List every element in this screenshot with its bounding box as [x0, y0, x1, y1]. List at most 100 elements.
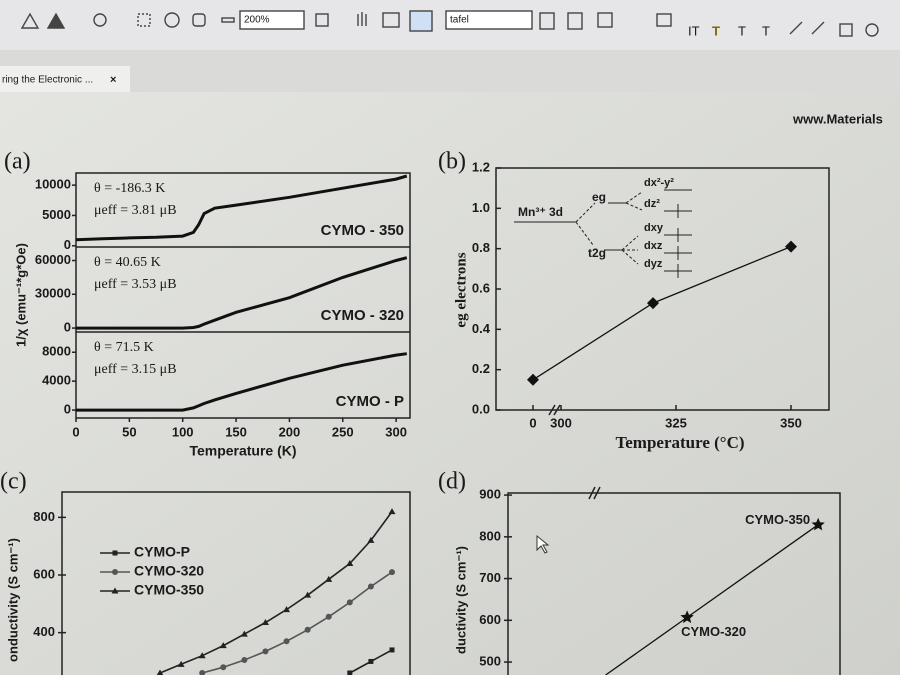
marker — [304, 626, 311, 633]
y-tick-label: 30000 — [35, 286, 71, 301]
series-group — [156, 508, 396, 675]
y-axis-label: onductivity (S cm⁻¹) — [5, 538, 20, 662]
y-tick-label: 400 — [33, 624, 55, 639]
diamond-marker — [647, 297, 659, 310]
y-tick-label: 0 — [64, 237, 71, 252]
point-label: CYMO-320 — [681, 624, 746, 639]
hand-icon[interactable] — [357, 12, 367, 26]
icon — [20, 12, 40, 29]
y-tick-label: 0 — [64, 319, 71, 334]
x-tick-label: 325 — [665, 415, 687, 430]
x-tick-label: 100 — [172, 424, 194, 439]
x-axis-label: Temperature (K) — [189, 443, 296, 459]
axis-break — [548, 404, 561, 416]
x-tick-label: 150 — [225, 424, 247, 439]
zoom-icon[interactable] — [93, 13, 107, 27]
zoom-value[interactable]: 200% — [244, 15, 270, 26]
tab-bar — [0, 50, 900, 92]
curve — [76, 352, 407, 412]
icon[interactable] — [192, 13, 206, 27]
search-box[interactable] — [445, 10, 533, 30]
tab[interactable] — [0, 66, 130, 92]
legend-marker — [112, 550, 118, 556]
panel-label: (d) — [438, 469, 466, 495]
icon[interactable] — [597, 12, 613, 28]
search-text[interactable]: tafel — [450, 15, 469, 26]
curve — [76, 256, 408, 330]
marker — [389, 647, 395, 653]
comment-icon[interactable] — [656, 13, 672, 27]
marker — [262, 648, 269, 655]
x-tick-label: 350 — [780, 415, 802, 430]
icon[interactable] — [567, 12, 583, 30]
x-axis-label: Temperature (°C) — [615, 433, 744, 452]
plot-frame — [75, 172, 411, 419]
icon[interactable] — [382, 12, 400, 28]
series-line — [201, 571, 393, 674]
ellipse-icon[interactable] — [865, 23, 879, 37]
y-axis-label: ductivity (S cm⁻¹) — [453, 546, 468, 654]
text-tool[interactable]: T — [762, 23, 770, 38]
star-marker — [680, 610, 694, 624]
marker — [219, 642, 227, 649]
text-tool[interactable]: T — [712, 23, 720, 38]
legend-marker — [111, 587, 119, 594]
text-tool[interactable]: IT — [688, 23, 700, 38]
y-tick-label: 60000 — [35, 252, 71, 267]
tab-title[interactable]: ring the Electronic ... — [2, 75, 93, 86]
split-lines — [621, 191, 643, 265]
star-marker — [811, 517, 825, 531]
marker — [389, 569, 395, 576]
marker — [304, 591, 312, 598]
y-tick-label: 0.6 — [472, 280, 490, 295]
marker — [220, 664, 227, 671]
annotation: μeff = 3.81 μB — [94, 203, 177, 218]
toolbar-icons — [20, 10, 879, 37]
sample-label: CYMO - P — [336, 393, 404, 410]
plot-frame — [61, 491, 411, 675]
y-tick-label: 600 — [479, 612, 501, 627]
diamond-marker — [785, 240, 797, 253]
icon[interactable] — [539, 12, 555, 30]
y-tick-label: 700 — [479, 570, 501, 585]
marker — [261, 619, 269, 626]
legend-label: CYMO-320 — [134, 563, 204, 579]
marker — [325, 613, 332, 620]
tab-close[interactable]: × — [110, 74, 116, 86]
y-axis-label: 1/χ (emu⁻¹*g*Oe) — [13, 243, 28, 347]
x-tick-label: 0 — [72, 424, 79, 439]
marker — [388, 508, 396, 515]
icon[interactable] — [221, 17, 235, 23]
text-tool[interactable]: T — [738, 23, 746, 38]
zoom-box[interactable] — [239, 10, 305, 30]
x-tick-label: 300 — [550, 415, 572, 430]
y-tick-label: 1.2 — [472, 159, 490, 174]
y-tick-label: 4000 — [42, 373, 71, 388]
marker — [367, 583, 374, 590]
x-tick-label: 50 — [122, 424, 136, 439]
marker — [199, 669, 206, 675]
eg-label: eg — [592, 190, 606, 204]
series-group — [605, 524, 819, 675]
orbital: dz² — [644, 198, 660, 210]
y-tick-label: 0.2 — [472, 361, 490, 376]
icon[interactable] — [315, 13, 329, 27]
sample-label: CYMO - 320 — [321, 307, 404, 324]
y-tick-label: 600 — [33, 566, 55, 581]
plot-frame — [507, 492, 841, 675]
y-tick-label: 900 — [479, 487, 501, 502]
select-icon[interactable] — [137, 13, 151, 27]
marker — [325, 575, 333, 582]
rect-icon[interactable] — [839, 23, 853, 37]
icon[interactable] — [164, 12, 180, 28]
mouse-cursor — [536, 534, 550, 554]
y-tick-label: 0.8 — [472, 240, 490, 255]
y-tick-label: 0 — [64, 401, 71, 416]
legend-label: CYMO-P — [134, 544, 190, 560]
y-tick-label: 8000 — [42, 344, 71, 359]
line-icon[interactable] — [789, 21, 825, 35]
sample-label: CYMO - 350 — [321, 222, 404, 239]
select-tool[interactable] — [409, 10, 433, 32]
